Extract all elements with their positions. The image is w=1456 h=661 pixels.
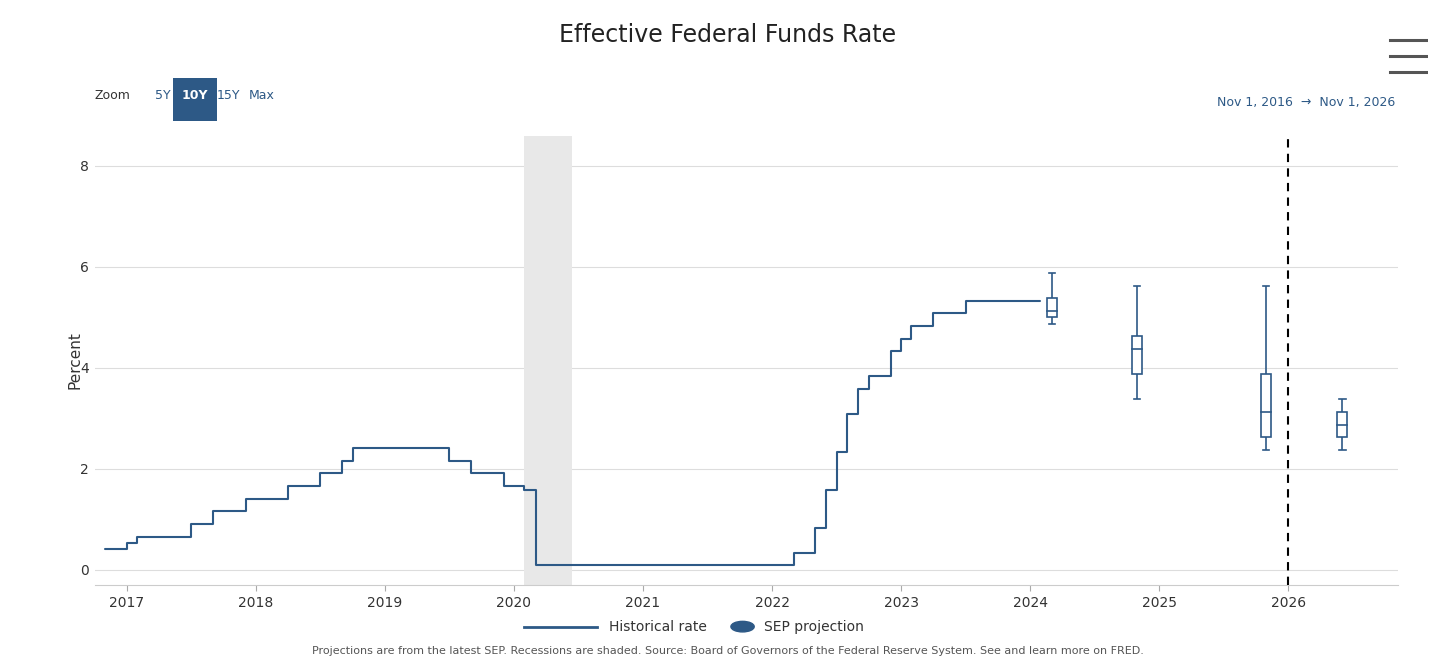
Text: 5Y: 5Y	[156, 89, 170, 102]
Text: 10Y: 10Y	[182, 89, 208, 102]
Text: Historical rate: Historical rate	[609, 619, 706, 634]
Text: Nov 1, 2016  →  Nov 1, 2026: Nov 1, 2016 → Nov 1, 2026	[1217, 96, 1395, 109]
Bar	[524, 136, 572, 585]
Bar	[1131, 336, 1143, 374]
Bar	[1261, 374, 1271, 438]
Text: Projections are from the latest SEP. Recessions are shaded. Source: Board of Gov: Projections are from the latest SEP. Rec…	[312, 646, 1144, 656]
Bar	[1337, 412, 1347, 438]
Bar	[1047, 298, 1057, 317]
Text: Zoom: Zoom	[95, 89, 131, 102]
Y-axis label: Percent: Percent	[67, 331, 82, 389]
Text: SEP projection: SEP projection	[764, 619, 865, 634]
Text: 15Y: 15Y	[217, 89, 240, 102]
Text: Max: Max	[249, 89, 275, 102]
Text: Effective Federal Funds Rate: Effective Federal Funds Rate	[559, 23, 897, 47]
